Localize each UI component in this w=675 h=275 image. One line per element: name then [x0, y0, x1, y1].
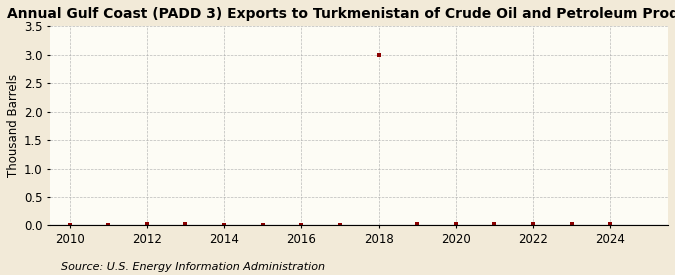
Y-axis label: Thousand Barrels: Thousand Barrels [7, 74, 20, 177]
Text: Source: U.S. Energy Information Administration: Source: U.S. Energy Information Administ… [61, 262, 325, 272]
Title: Annual Gulf Coast (PADD 3) Exports to Turkmenistan of Crude Oil and Petroleum Pr: Annual Gulf Coast (PADD 3) Exports to Tu… [7, 7, 675, 21]
